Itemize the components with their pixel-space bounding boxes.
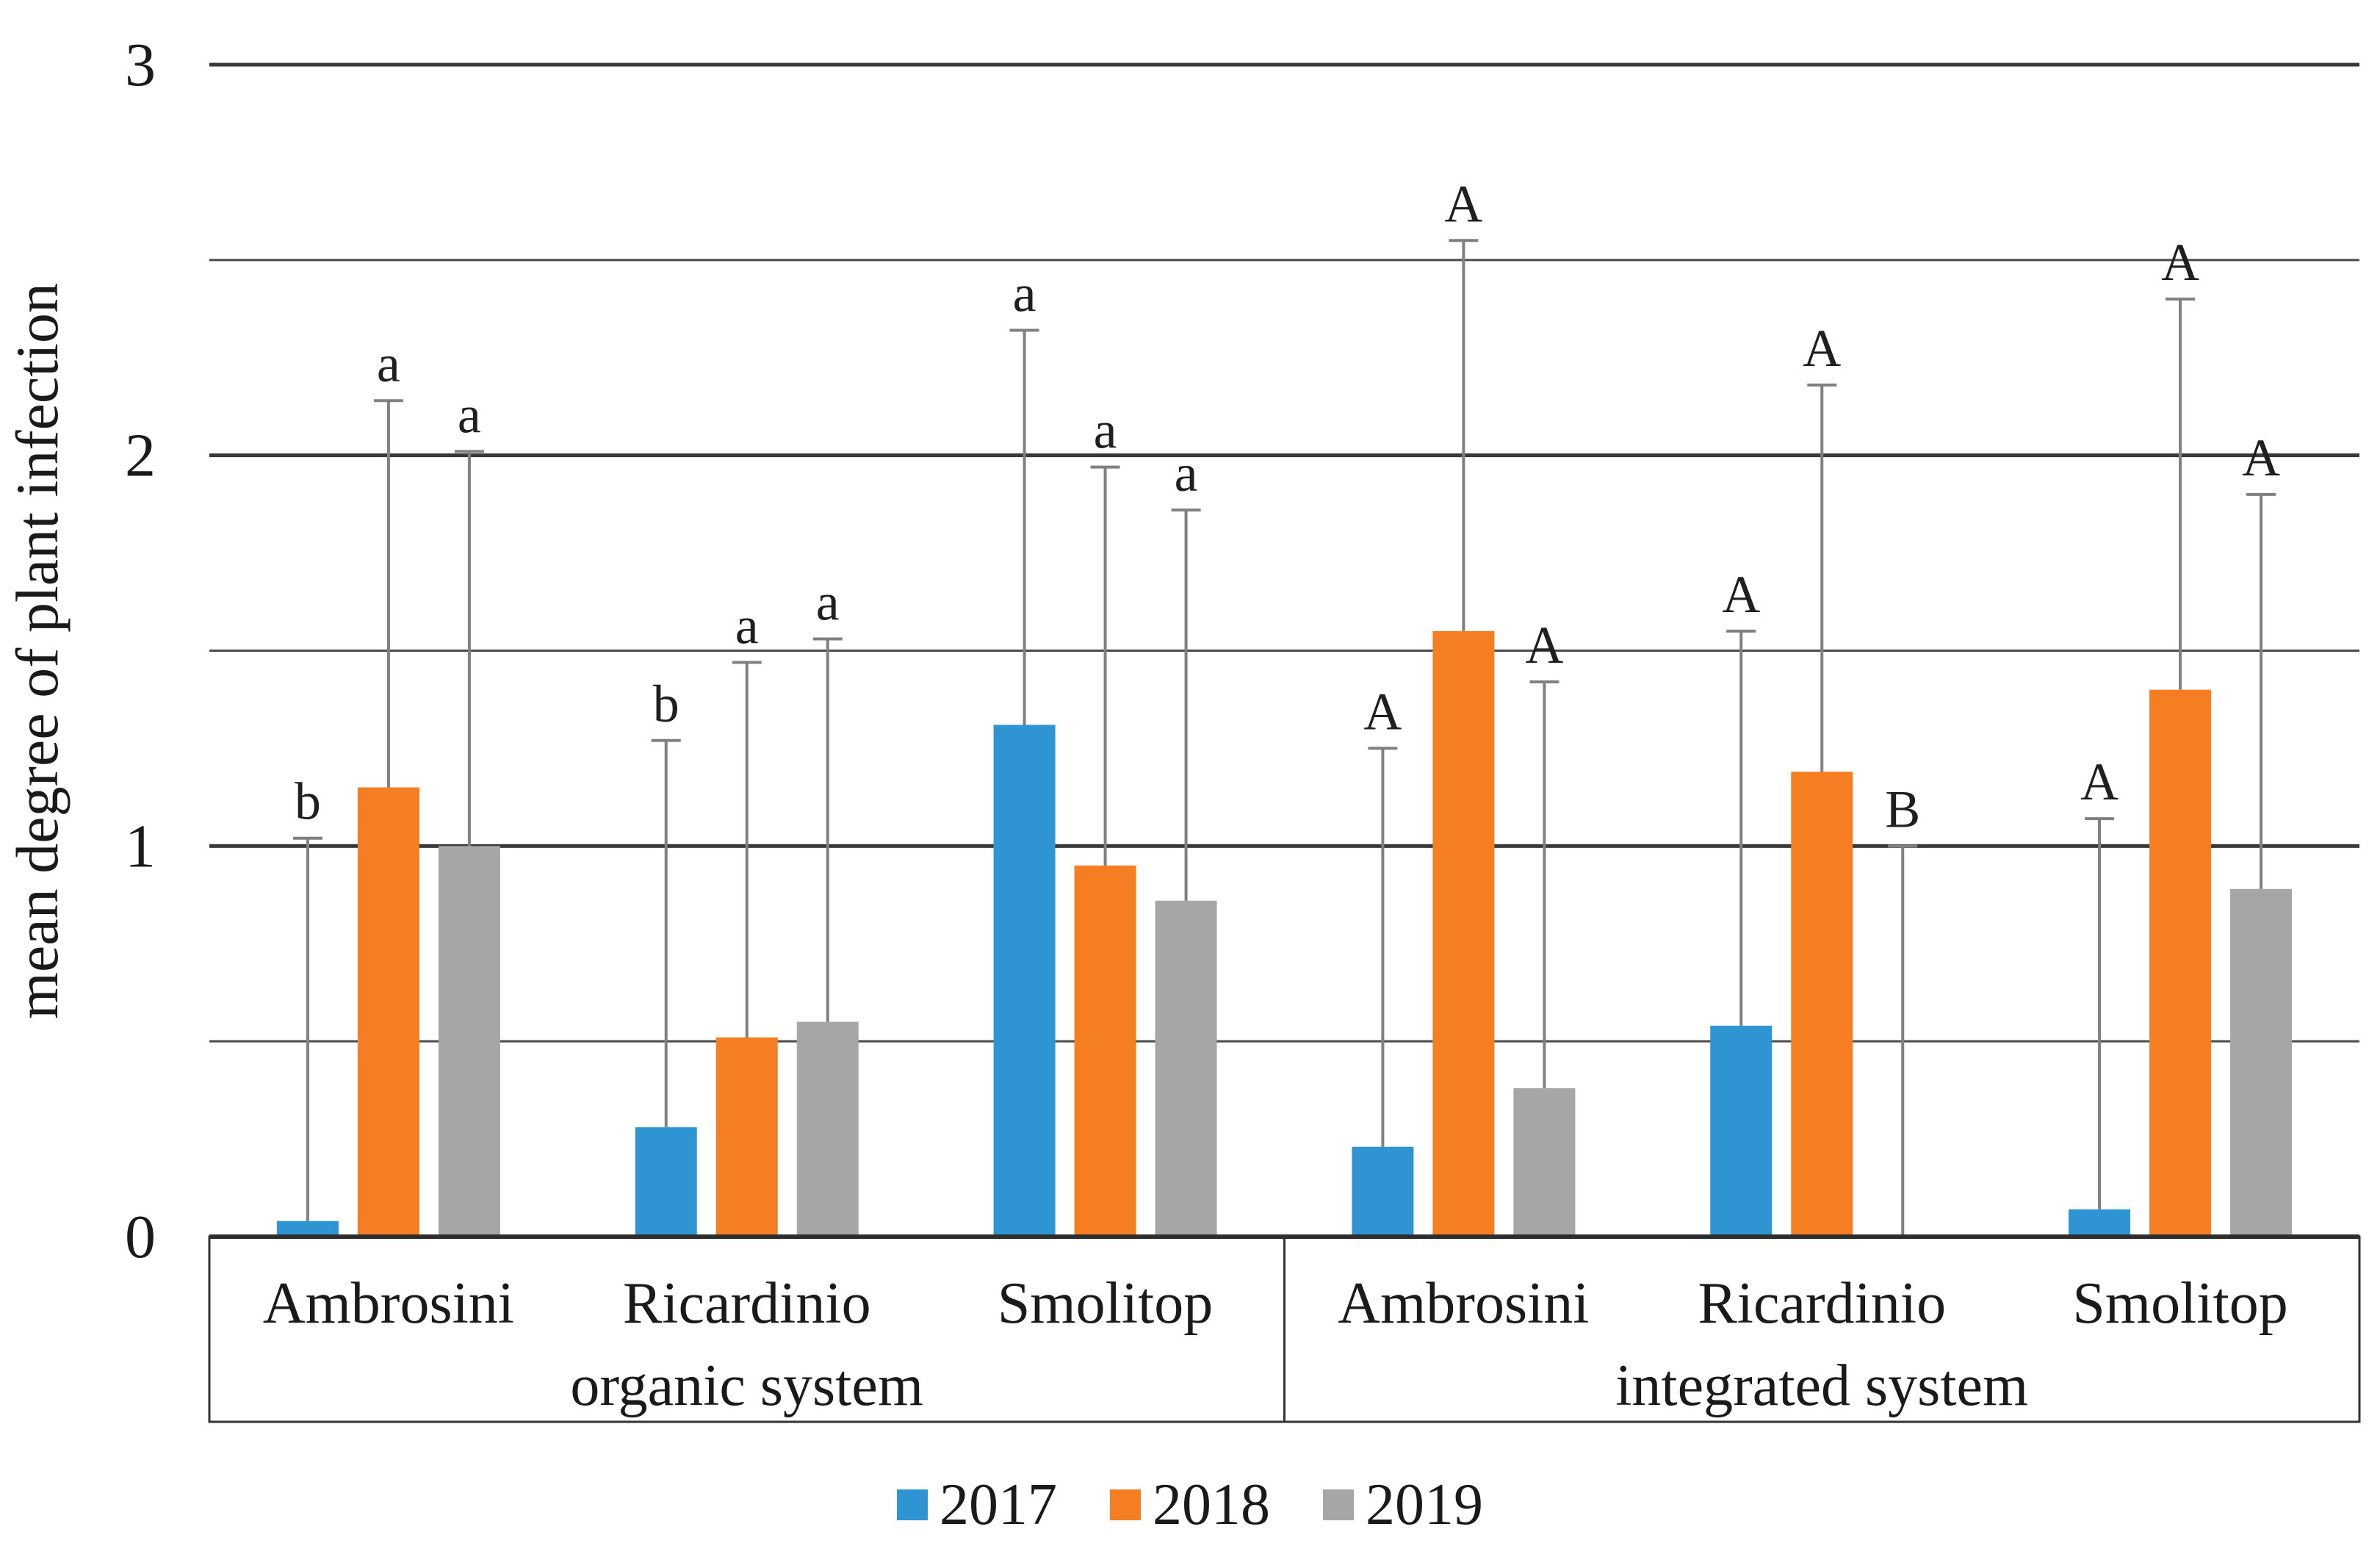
group-label: organic system [570,1353,923,1418]
bars-layer [276,630,2293,1237]
significance-letter: B [1885,780,1920,838]
category-label: Smolitop [998,1271,1213,1336]
bar-organic-Ricardinio-2019 [796,1021,859,1237]
category-label: Ricardinio [623,1271,871,1336]
legend-swatch-icon [1323,1489,1354,1520]
significance-letter: A [1722,565,1760,624]
y-tick-label: 2 [125,422,156,490]
legend-swatch-icon [897,1489,928,1520]
gridlines-layer [209,62,2359,1239]
legend-label-2018: 2018 [1153,1473,1270,1537]
bar-integrated-Ambrosini-2019 [1513,1087,1576,1237]
group-label: integrated system [1615,1353,2028,1418]
legend-item-2017: 2017 [897,1475,1057,1534]
bar-organic-Ricardinio-2017 [635,1127,697,1237]
significance-letter: A [2242,428,2280,487]
legend-item-2018: 2018 [1110,1475,1270,1534]
y-tick-label: 1 [125,812,156,880]
significance-letter: a [1094,401,1117,460]
significance-letter: a [1013,265,1036,323]
significance-letter: a [816,573,840,632]
category-label: Ambrosini [1338,1271,1589,1336]
significance-letter: A [1363,682,1402,741]
category-label: Ambrosini [263,1271,514,1336]
bar-organic-Ricardinio-2018 [715,1037,778,1237]
significance-letter: a [458,385,481,444]
category-label: Smolitop [2072,1271,2287,1336]
bar-organic-Smolitop-2019 [1155,900,1217,1237]
bar-integrated-Smolitop-2017 [2069,1209,2131,1237]
bar-integrated-Ricardinio-2017 [1710,1025,1773,1237]
bar-organic-Smolitop-2018 [1074,865,1136,1237]
significance-letter: a [1175,444,1198,503]
bar-organic-Ambrosini-2018 [357,787,419,1237]
bar-organic-Ambrosini-2019 [438,846,500,1237]
y-tick-label: 3 [125,31,156,99]
significance-letter: A [1525,616,1563,675]
significance-letter: a [377,334,400,393]
axis-labels-layer: 0 1 2 3 Ambrosini Ricardinio Smolitop organic s… [125,31,2361,1423]
legend-label-2019: 2019 [1366,1473,1483,1537]
legend-label-2017: 2017 [940,1473,1057,1537]
significance-letter: b [295,772,321,831]
significance-letter: A [2161,233,2199,292]
significance-letter: A [1444,174,1482,233]
bar-integrated-Ambrosini-2017 [1352,1146,1414,1237]
significance-letter: A [2080,752,2118,811]
bar-organic-Smolitop-2017 [993,725,1056,1237]
y-axis-title: mean degree of plant infection [4,283,71,1019]
bar-integrated-Ricardinio-2018 [1791,772,1853,1237]
legend-item-2019: 2019 [1323,1475,1483,1534]
significance-letter: b [653,675,679,733]
significance-letter: A [1803,319,1841,378]
y-tick-label: 0 [125,1203,156,1271]
legend: 2017 2018 2019 [0,1475,2380,1534]
bar-integrated-Ambrosini-2018 [1432,630,1495,1237]
bar-integrated-Smolitop-2019 [2230,888,2293,1237]
significance-letter: a [735,596,759,655]
bar-organic-Ambrosini-2017 [276,1220,339,1237]
legend-swatch-icon [1110,1489,1141,1520]
bar-integrated-Smolitop-2018 [2149,689,2212,1237]
category-label: Ricardinio [1698,1271,1946,1336]
